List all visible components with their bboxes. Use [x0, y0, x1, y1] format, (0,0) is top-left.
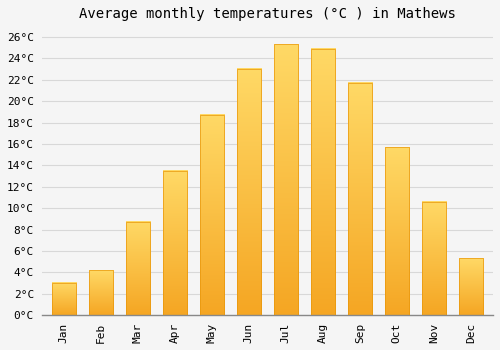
Bar	[274, 44, 298, 315]
Bar	[52, 283, 76, 315]
Bar	[385, 147, 409, 315]
Bar	[348, 83, 372, 315]
Title: Average monthly temperatures (°C ) in Mathews: Average monthly temperatures (°C ) in Ma…	[79, 7, 456, 21]
Bar	[200, 115, 224, 315]
Bar	[422, 202, 446, 315]
Bar	[126, 222, 150, 315]
Bar	[459, 258, 483, 315]
Bar	[89, 270, 113, 315]
Bar	[311, 49, 335, 315]
Bar	[237, 69, 261, 315]
Bar	[163, 171, 187, 315]
